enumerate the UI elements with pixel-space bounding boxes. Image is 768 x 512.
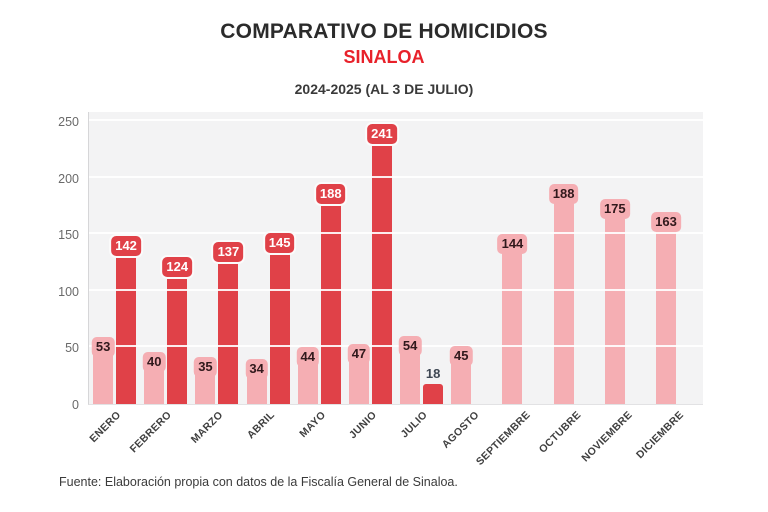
gridline-50 xyxy=(89,345,703,348)
bar-value-label: 47 xyxy=(347,343,371,364)
bar-2024-junio: 47 xyxy=(347,343,371,404)
bar-value-label: 54 xyxy=(398,335,422,356)
x-axis-label-enero: ENERO xyxy=(87,409,124,445)
chart-subtitle-region: SINALOA xyxy=(343,47,425,67)
bar-2024-agosto: 45 xyxy=(450,346,473,404)
bar-2025-junio: 241 xyxy=(367,124,397,404)
x-axis-label-octubre: OCTUBRE xyxy=(536,409,584,456)
x-axis-label-noviembre: NOVIEMBRE xyxy=(579,409,635,465)
x-axis-label-junio: JUNIO xyxy=(346,409,379,442)
month-group-julio: 54 18 JULIO xyxy=(396,112,447,440)
x-axis-label-julio: JULIO xyxy=(398,409,431,441)
bar-2024-julio: 54 xyxy=(398,335,422,404)
bar-value-label: 34 xyxy=(245,358,268,379)
bar-value-label: 44 xyxy=(296,347,319,368)
chart-period: 2024-2025 (AL 3 DE JULIO) xyxy=(294,81,474,97)
bar-2024-enero: 53 xyxy=(91,337,115,404)
y-tick-label: 50 xyxy=(65,341,79,356)
bar-2024-octubre: 188 xyxy=(548,184,579,404)
gridline-150 xyxy=(89,232,703,235)
y-axis: 0 50 100 150 200 250 xyxy=(39,112,79,412)
month-group-abril: 34 145 ABRIL xyxy=(243,112,295,441)
bar-value-label: 163 xyxy=(651,212,681,233)
bar-2025-abril: 145 xyxy=(264,232,295,404)
x-axis-label-mayo: MAYO xyxy=(296,409,328,440)
chart-header: COMPARATIVO DE HOMICIDIOS SINALOA 2024-2… xyxy=(0,20,768,97)
bar-value-label: 124 xyxy=(162,256,193,277)
x-axis-label-diciembre: DICIEMBRE xyxy=(633,409,686,462)
y-tick-label: 100 xyxy=(58,284,79,299)
bar-2025-mayo: 188 xyxy=(315,184,346,404)
plot-area: 53 142 ENERO 40 124 FEBRERO 35 137 MARZO 34 145 ABR… xyxy=(87,112,703,468)
month-group-marzo: 35 137 MARZO xyxy=(189,112,244,446)
bar-2024-diciembre: 163 xyxy=(651,212,681,404)
bar-value-label: 35 xyxy=(194,357,217,378)
month-group-junio: 47 241 JUNIO xyxy=(345,112,397,441)
gridline-200 xyxy=(89,175,703,178)
y-tick-label: 0 xyxy=(72,398,79,412)
bar-value-label: 53 xyxy=(91,337,115,358)
bar-value-label: 45 xyxy=(450,346,473,367)
x-axis-label-marzo: MARZO xyxy=(188,409,226,446)
bar-value-label: 188 xyxy=(315,184,346,205)
month-group-febrero: 40 124 FEBRERO xyxy=(128,112,193,455)
bar-2024-abril: 34 xyxy=(245,358,268,404)
bar-2025-enero: 142 xyxy=(111,236,141,404)
bar-2024-marzo: 35 xyxy=(194,357,217,404)
month-group-enero: 53 142 ENERO xyxy=(87,112,141,445)
month-group-octubre: 188 OCTUBRE xyxy=(537,112,601,456)
x-axis-label-febrero: FEBRERO xyxy=(127,409,175,456)
x-axis-label-septiembre: SEPTIEMBRE xyxy=(473,409,533,468)
bar-2025-julio: 18 xyxy=(423,366,444,404)
bar-2024-noviembre: 175 xyxy=(599,198,630,404)
bar-2024-septiembre: 144 xyxy=(497,234,528,404)
y-tick-label: 250 xyxy=(58,115,79,129)
bar-value-label: 188 xyxy=(548,184,579,205)
bar-value-label: 144 xyxy=(497,234,528,254)
bar-value-label: 18 xyxy=(425,365,441,381)
bar-value-label: 175 xyxy=(599,198,630,219)
bar-2024-mayo: 44 xyxy=(296,347,319,404)
bar-value-label: 145 xyxy=(264,232,295,253)
bar-2024-febrero: 40 xyxy=(143,351,166,404)
y-tick-label: 150 xyxy=(58,228,79,243)
gridline-100 xyxy=(89,288,703,291)
y-tick-label: 200 xyxy=(58,171,79,186)
month-group-mayo: 44 188 MAYO xyxy=(294,112,346,440)
homicides-bar-chart: 0 50 100 150 200 250 53 142 ENERO 40 124 FEBRERO 35… xyxy=(58,112,703,468)
bar-value-label: 142 xyxy=(111,236,141,257)
bar-groups: 53 142 ENERO 40 124 FEBRERO 35 137 MARZO 34 145 ABR… xyxy=(87,112,703,468)
month-group-diciembre: 163 DICIEMBRE xyxy=(634,112,703,461)
bar-value-label: 241 xyxy=(367,124,397,145)
chart-title: COMPARATIVO DE HOMICIDIOS xyxy=(220,20,548,43)
month-group-agosto: 45 AGOSTO xyxy=(439,112,498,451)
month-group-septiembre: 144 SEPTIEMBRE xyxy=(474,112,549,468)
bar-value-label: 40 xyxy=(143,351,166,372)
bar-value-label: 137 xyxy=(213,241,244,262)
bar-2025-marzo: 137 xyxy=(213,241,244,404)
gridline-250 xyxy=(89,119,703,121)
bar-2025-febrero: 124 xyxy=(162,256,193,404)
source-note: Fuente: Elaboración propia con datos de … xyxy=(59,475,458,489)
x-axis-label-agosto: AGOSTO xyxy=(439,409,482,451)
month-group-noviembre: 175 NOVIEMBRE xyxy=(579,112,652,464)
x-axis-label-abril: ABRIL xyxy=(244,409,277,442)
